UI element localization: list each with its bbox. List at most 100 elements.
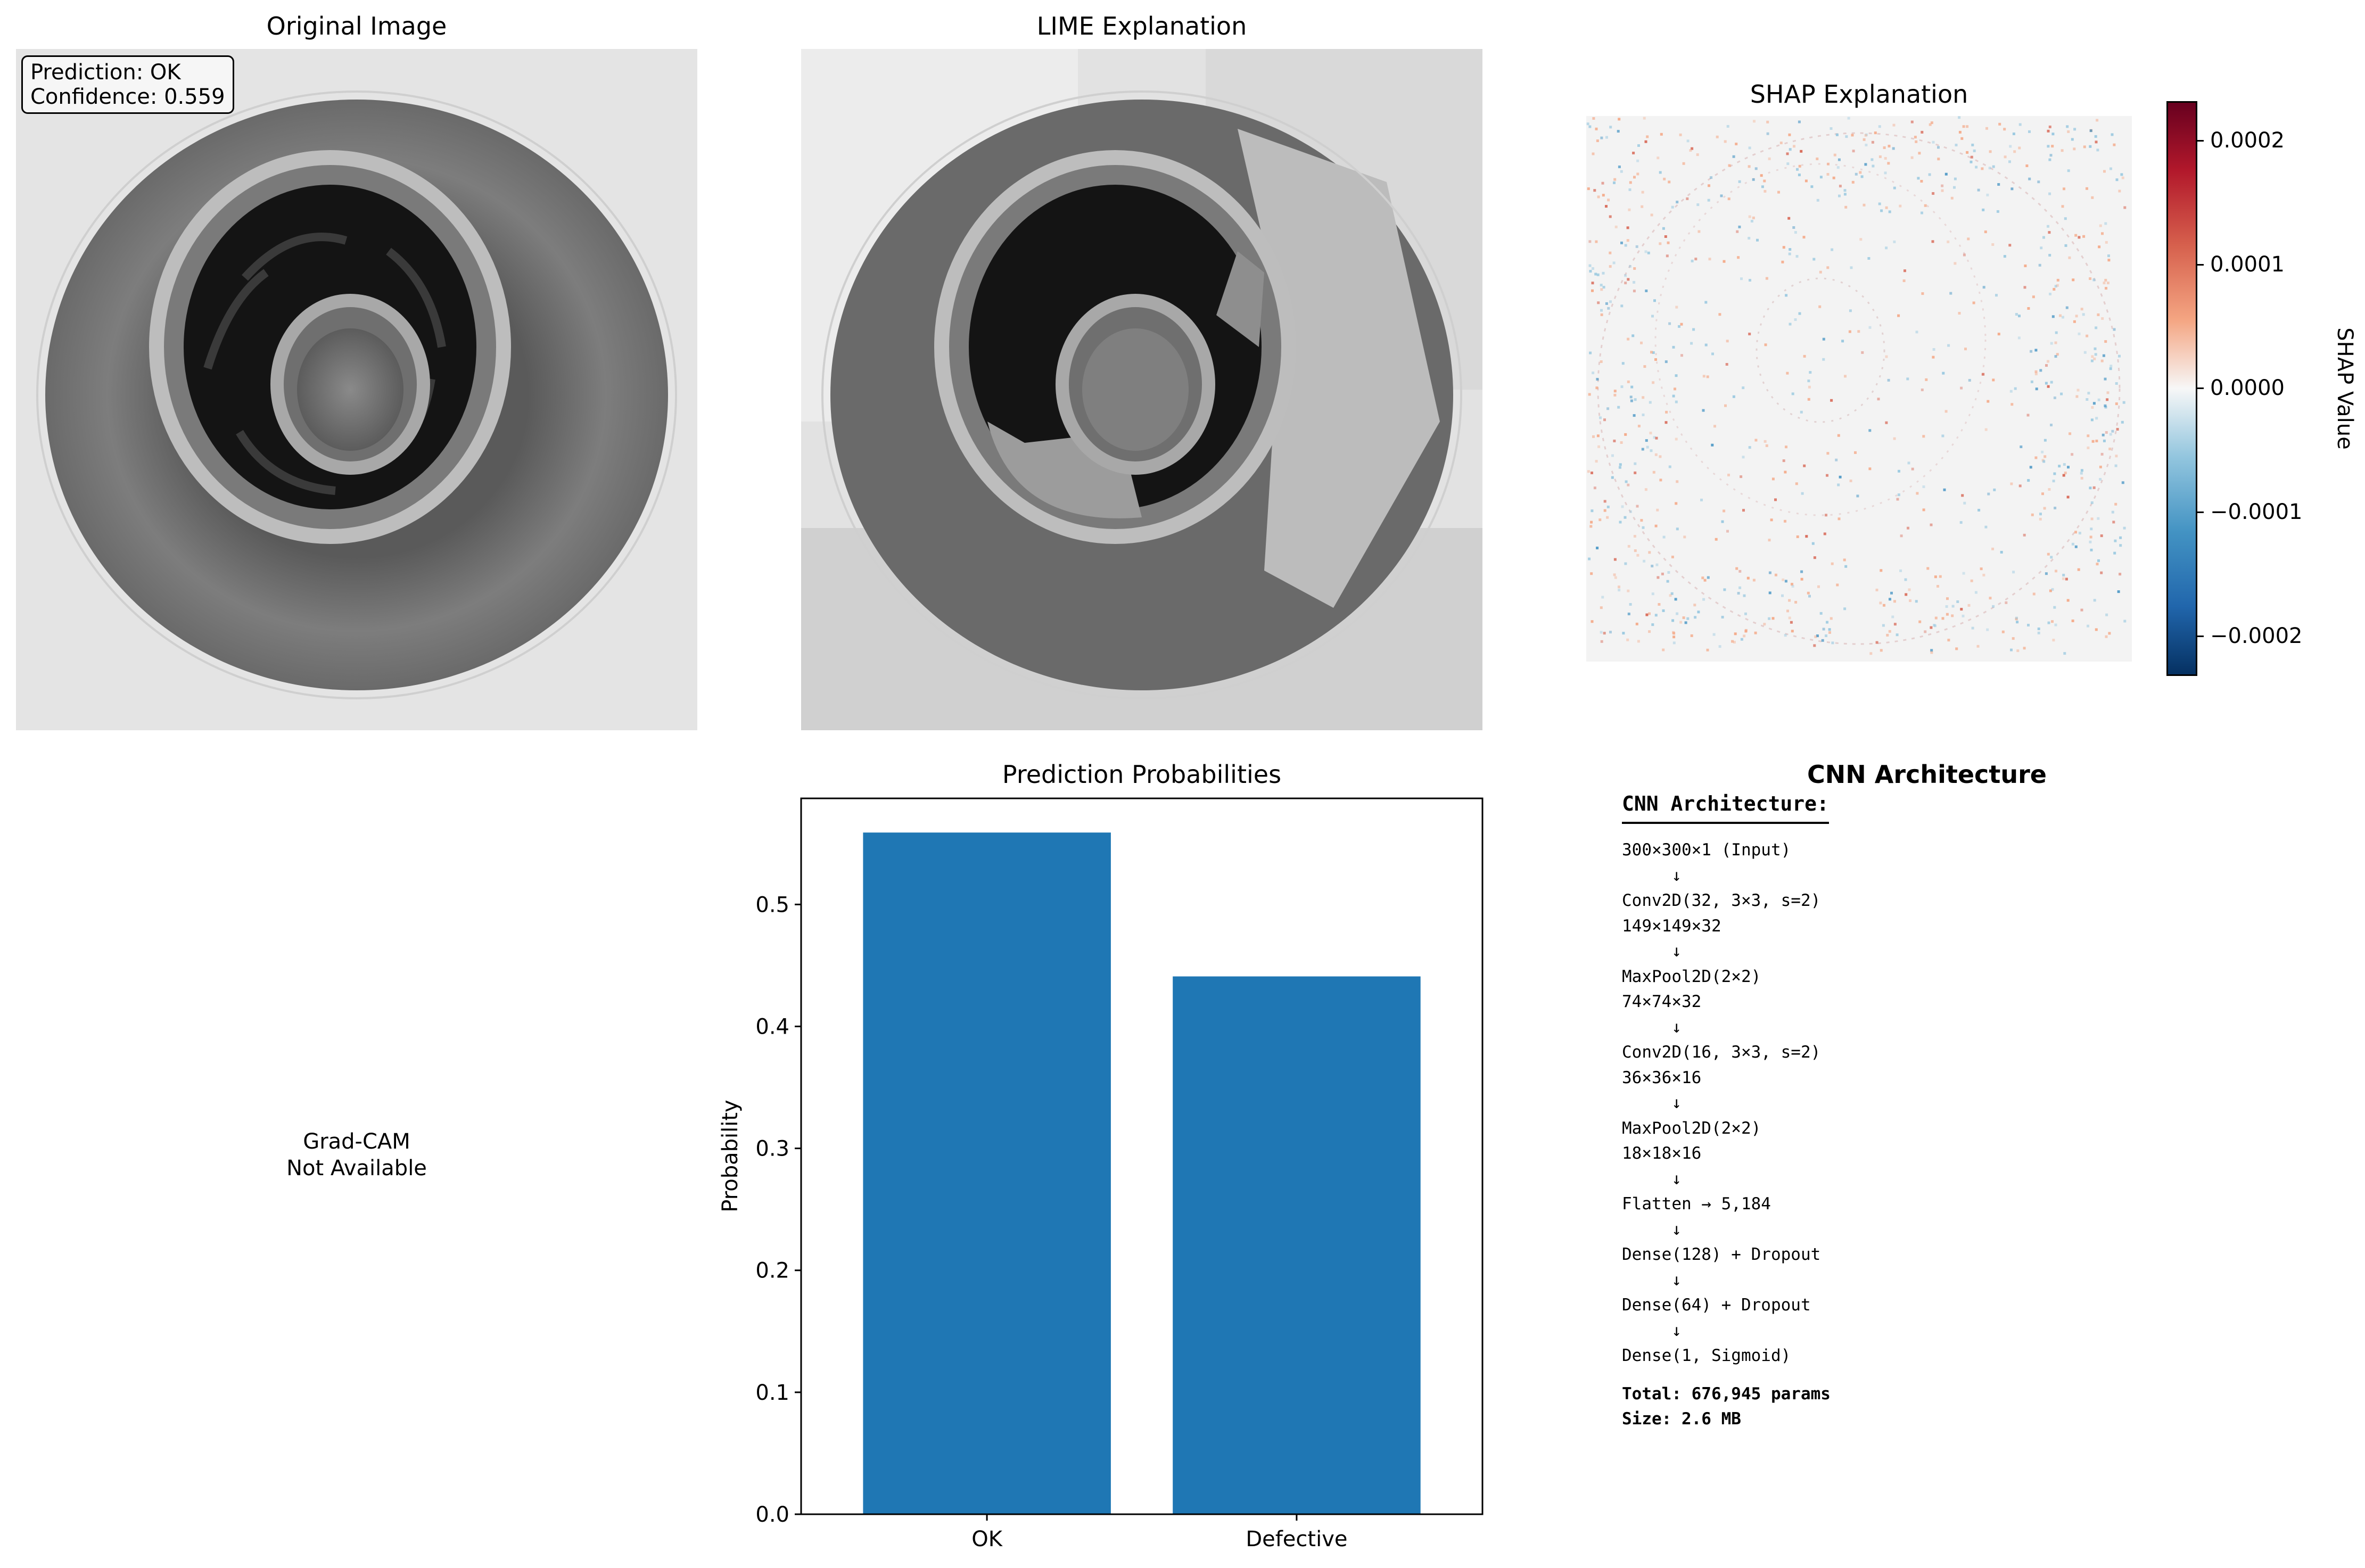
shap-speckle	[2100, 452, 2104, 456]
shap-speckle	[2098, 245, 2101, 249]
shap-speckle	[1766, 132, 1769, 135]
shap-speckle	[2113, 143, 2116, 146]
shap-speckle	[1628, 208, 1631, 211]
shap-speckle	[1592, 117, 1595, 120]
shap-speckle	[1609, 265, 1612, 268]
shap-speckle	[1748, 165, 1751, 168]
shap-speckle	[1609, 251, 1612, 254]
colorbar-label: SHAP Value	[2333, 327, 2357, 450]
shap-speckle	[1675, 400, 1678, 403]
shap-speckle	[1807, 398, 1810, 401]
shap-speckle	[1710, 176, 1713, 179]
shap-speckle	[1644, 488, 1647, 491]
shap-speckle	[2042, 460, 2046, 463]
shap-speckle	[1654, 453, 1658, 456]
shap-speckle	[1600, 284, 1603, 287]
shap-speckle	[2075, 395, 2079, 398]
shap-speckle	[2030, 350, 2033, 353]
shap-speckle	[1841, 340, 1844, 343]
shap-speckle	[2095, 141, 2098, 144]
shap-speckle	[2093, 599, 2096, 602]
shap-speckle	[1692, 328, 1695, 331]
shap-speckle	[2054, 285, 2057, 288]
shap-speckle	[2106, 282, 2109, 285]
shap-speckle	[1620, 304, 1624, 308]
shap-speckle	[1618, 589, 1621, 592]
shap-speckle	[1789, 323, 1792, 326]
shap-speckle	[1939, 575, 1942, 578]
shap-speckle	[1653, 299, 1656, 302]
architecture-arrow: ↓	[1622, 865, 1682, 885]
shap-speckle	[2067, 130, 2070, 133]
shap-speckle	[1603, 418, 1606, 422]
shap-speckle	[2055, 331, 2058, 334]
shap-speckle	[1652, 351, 1655, 354]
shap-speckle	[1662, 648, 1665, 651]
shap-speckle	[1696, 153, 1699, 156]
shap-speckle	[1782, 578, 1785, 581]
shap-speckle	[1644, 140, 1647, 143]
shap-speckle	[1645, 613, 1649, 616]
shap-speckle	[1690, 634, 1693, 637]
shap-speckle	[1941, 434, 1944, 438]
shap-speckle	[2050, 424, 2053, 426]
shap-speckle	[1594, 273, 1597, 276]
shap-speckle	[1654, 614, 1658, 617]
shap-speckle	[1893, 437, 1896, 440]
shap-speckle	[1750, 220, 1753, 222]
shap-speckle	[1633, 414, 1636, 417]
shap-speckle	[1787, 217, 1791, 220]
colorbar-tick-mark	[2197, 511, 2204, 513]
shap-speckle	[1636, 159, 1639, 162]
shap-speckle	[1595, 386, 1598, 390]
shap-speckle	[1627, 483, 1630, 486]
shap-speckle	[1669, 594, 1672, 597]
shap-speckle	[1937, 146, 1940, 149]
shap-speckle	[1914, 136, 1917, 139]
shap-speckle	[1825, 514, 1827, 517]
shap-speckle	[2076, 389, 2080, 392]
shap-speckle	[1843, 607, 1847, 610]
shap-speckle	[2078, 236, 2081, 239]
shap-speckle	[1892, 147, 1895, 150]
shap-speckle	[2071, 542, 2074, 546]
shap-speckle	[1650, 213, 1653, 217]
shap-speckle	[2018, 315, 2021, 318]
shap-speckle	[1618, 585, 1620, 589]
shap-speckle	[1655, 436, 1658, 440]
shap-speckle	[1712, 633, 1716, 636]
shap-speckle	[2118, 354, 2121, 358]
shap-speckle	[1665, 410, 1668, 414]
shap-speckle	[1950, 196, 1954, 200]
shap-speckle	[1771, 477, 1775, 481]
shap-speckle	[1786, 162, 1790, 166]
shap-speckle	[2016, 621, 2019, 624]
shap-speckle	[1893, 600, 1896, 603]
shap-speckle	[2056, 284, 2059, 287]
shap-speckle	[1662, 609, 1665, 612]
shap-speckle	[1984, 230, 1987, 234]
architecture-title: CNN Architecture	[1807, 760, 2047, 789]
shap-speckle	[1761, 185, 1764, 188]
shap-speckle	[1843, 558, 1846, 562]
shap-speckle	[2104, 340, 2107, 343]
shap-speckle	[2067, 466, 2070, 469]
shap-speckle	[1902, 279, 1906, 282]
shap-speckle	[2029, 466, 2032, 469]
shap-speckle	[2034, 373, 2038, 376]
shap-speckle	[1900, 534, 1903, 538]
shap-speckle	[1798, 120, 1801, 123]
shap-speckle	[1796, 168, 1799, 171]
shap-speckle	[1640, 519, 1643, 522]
shap-speckle	[1591, 472, 1593, 474]
shap-speckle	[1735, 143, 1738, 145]
shap-speckle	[1793, 145, 1795, 148]
shap-speckle	[1605, 205, 1608, 208]
shap-speckle	[2091, 196, 2094, 199]
shap-speckle	[2054, 341, 2057, 344]
chart-y-axis-label: Probability	[718, 1100, 743, 1212]
shap-speckle	[1788, 133, 1791, 136]
shap-speckle	[1748, 446, 1751, 449]
shap-speckle	[1854, 451, 1857, 454]
shap-speckle	[1997, 333, 2000, 336]
